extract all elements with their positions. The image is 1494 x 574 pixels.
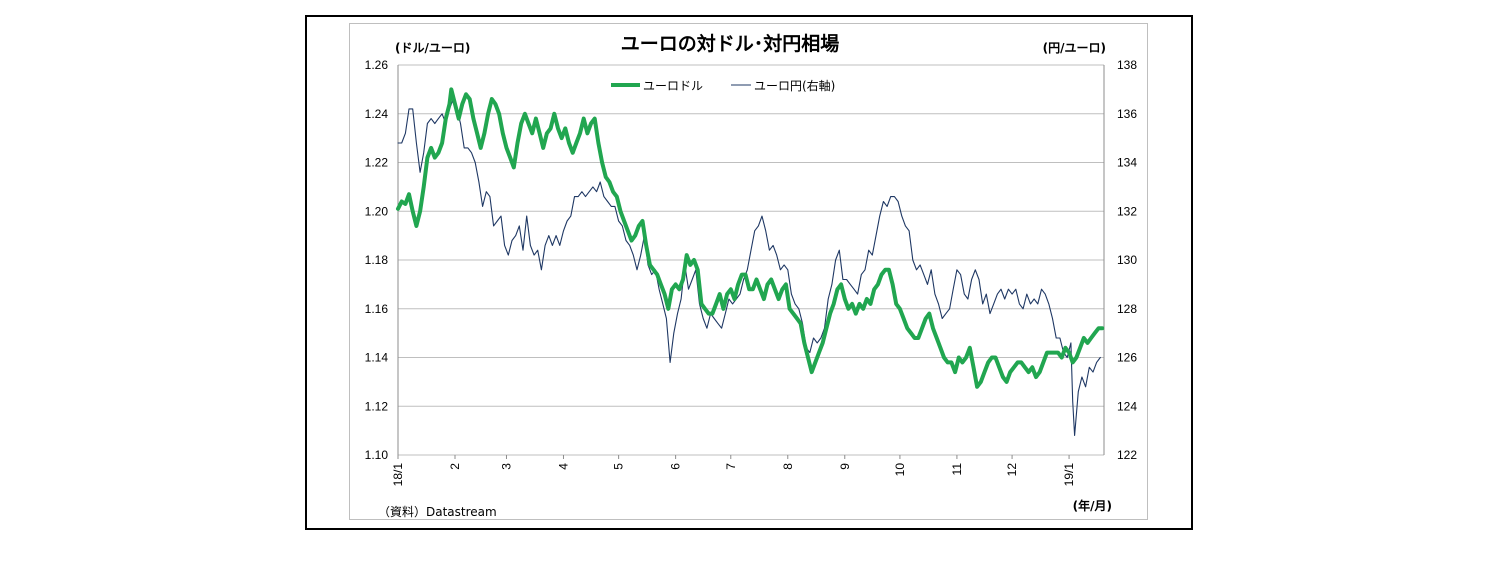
- right-tick-label: 126: [1117, 351, 1137, 365]
- x-tick-label: 9: [838, 463, 852, 470]
- left-tick-label: 1.16: [365, 302, 389, 316]
- legend: ユーロドル ユーロ円(右軸): [611, 78, 835, 93]
- chart-inner-frame: [349, 23, 1148, 520]
- x-tick-label: 3: [499, 463, 513, 470]
- x-tick-label: 7: [724, 463, 738, 470]
- left-tick-label: 1.14: [365, 351, 389, 365]
- left-tick-label: 1.20: [365, 204, 389, 218]
- x-axis-ticks: 18/1 2 3 4 5 6 7 8 9 10 11 12 19/1: [391, 455, 1076, 486]
- x-tick-label: 10: [893, 463, 907, 477]
- grid-layer: [397, 64, 1105, 456]
- x-tick-label: 11: [950, 463, 964, 476]
- source-note: （資料）Datastream: [378, 505, 497, 519]
- x-tick-label: 6: [669, 463, 683, 470]
- left-tick-label: 1.24: [365, 107, 389, 121]
- right-axis-unit: (円/ユーロ): [1043, 41, 1106, 55]
- left-tick-label: 1.12: [365, 399, 389, 413]
- right-tick-label: 132: [1117, 204, 1137, 218]
- right-tick-label: 124: [1117, 399, 1137, 413]
- left-tick-label: 1.26: [365, 58, 389, 72]
- legend-label-usd: ユーロドル: [643, 79, 703, 93]
- x-tick-label: 19/1: [1062, 463, 1076, 487]
- x-tick-label: 5: [612, 463, 626, 470]
- right-tick-label: 136: [1117, 107, 1137, 121]
- x-tick-label: 8: [781, 463, 795, 470]
- legend-label-jpy: ユーロ円(右軸): [754, 78, 835, 93]
- x-axis-unit: (年/月): [1073, 498, 1112, 513]
- left-tick-label: 1.18: [365, 253, 389, 267]
- right-tick-label: 134: [1117, 156, 1137, 170]
- left-axis-ticks: 1.10 1.12 1.14 1.16 1.18 1.20 1.22 1.24 1.26: [365, 58, 389, 462]
- right-tick-label: 122: [1117, 448, 1137, 462]
- x-tick-label: 2: [448, 463, 462, 470]
- left-axis-unit: (ドル/ユーロ): [395, 41, 470, 55]
- x-tick-label: 12: [1005, 463, 1019, 477]
- chart-title: ユーロの対ドル･対円相場: [621, 32, 840, 55]
- series-line-usd: [396, 87, 1105, 389]
- left-tick-label: 1.22: [365, 156, 389, 170]
- series-line-jpy: [397, 98, 1101, 437]
- right-axis-ticks: 122 124 126 128 130 132 134 136 138: [1117, 58, 1137, 462]
- left-tick-label: 1.10: [365, 448, 389, 462]
- x-tick-label: 4: [556, 463, 570, 470]
- right-tick-label: 138: [1117, 58, 1137, 72]
- right-tick-label: 130: [1117, 253, 1137, 267]
- series-layer: [396, 87, 1105, 437]
- right-tick-label: 128: [1117, 302, 1137, 316]
- x-tick-label: 18/1: [391, 463, 405, 487]
